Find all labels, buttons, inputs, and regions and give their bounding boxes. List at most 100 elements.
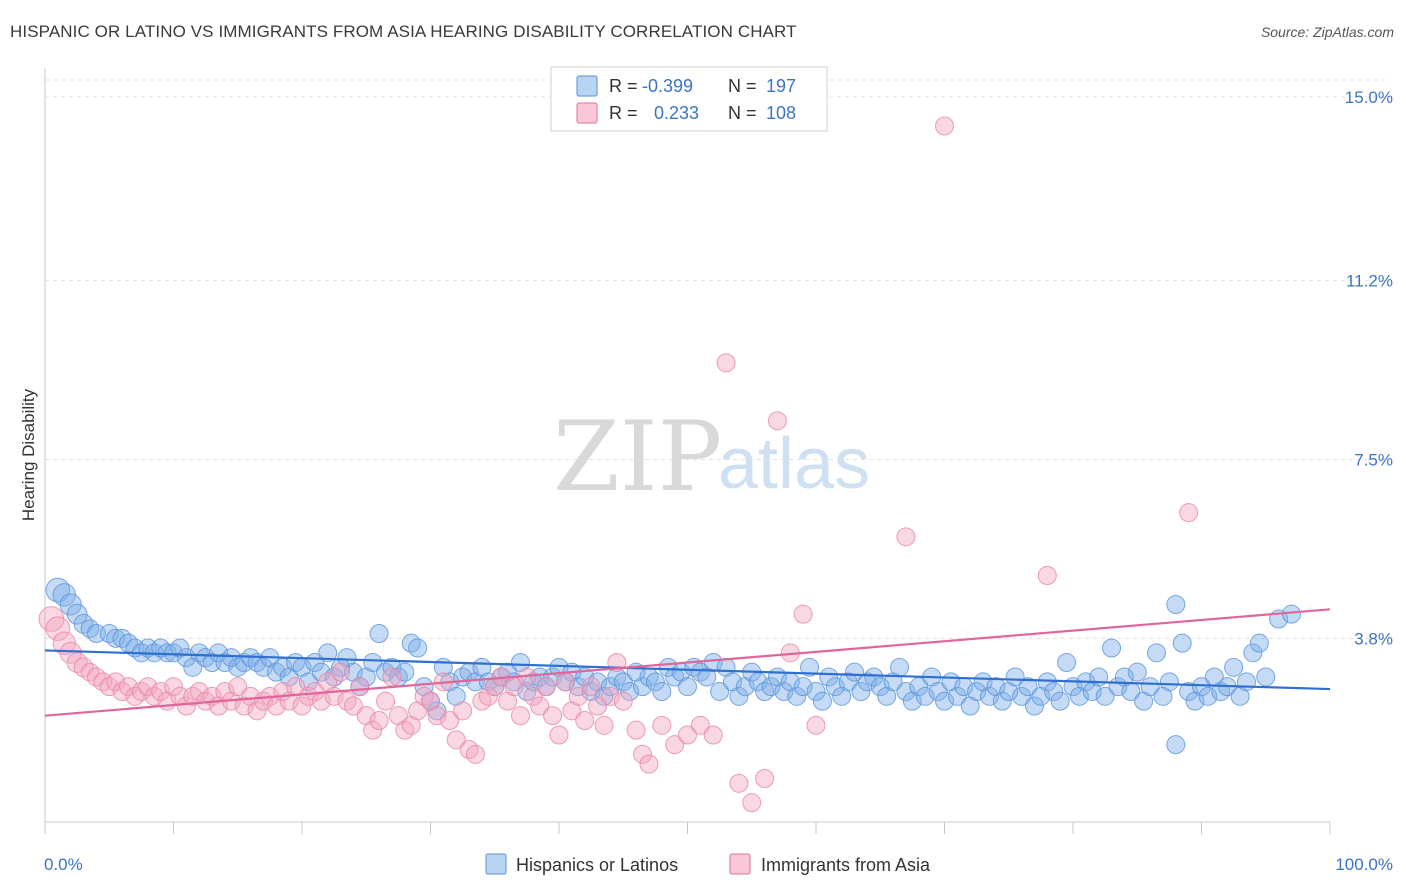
point-asia-22: [183, 686, 203, 706]
point-asia-96: [690, 715, 710, 735]
point-hispanic-18: [170, 638, 190, 658]
point-hispanic-118: [812, 691, 832, 711]
point-asia-54: [388, 706, 408, 726]
point-asia-43: [318, 672, 338, 692]
point-asia-93: [652, 715, 672, 735]
point-hispanic-165: [1114, 667, 1134, 687]
point-asia-16: [144, 686, 164, 706]
point-hispanic-87: [613, 672, 633, 692]
point-hispanic-40: [311, 662, 331, 682]
point-hispanic-155: [1050, 691, 1070, 711]
point-hispanic-92: [645, 672, 665, 692]
point-hispanic-124: [851, 682, 871, 701]
point-hispanic-9: [112, 628, 132, 648]
point-hispanic-53: [395, 662, 415, 682]
point-hispanic-134: [915, 686, 935, 706]
point-asia-84: [581, 677, 601, 697]
point-hispanic-151: [1024, 696, 1044, 716]
point-hispanic-100: [697, 667, 717, 687]
point-hispanic-185: [1243, 643, 1263, 663]
point-hispanic-142: [967, 682, 987, 701]
point-hispanic-50: [376, 662, 396, 682]
bottom-legend: Hispanics or Latinos Immigrants from Asi…: [485, 853, 931, 875]
point-hispanic-149: [1012, 686, 1032, 706]
point-hispanic-163: [1102, 638, 1122, 658]
point-hispanic-115: [793, 677, 813, 697]
point-hispanic-27: [228, 657, 248, 677]
point-hispanic-116: [800, 657, 820, 677]
point-asia-7: [86, 667, 106, 687]
point-hispanic-22: [196, 648, 216, 668]
point-hispanic-105: [729, 686, 749, 706]
point-hispanic-176: [1185, 691, 1205, 711]
point-asia-97: [703, 725, 723, 745]
point-asia-102: [767, 411, 787, 431]
bottom-legend-label-hispanic: Hispanics or Latinos: [516, 855, 678, 875]
watermark-zip: ZIP: [553, 401, 722, 513]
point-hispanic-47: [356, 667, 376, 687]
point-hispanic-31: [253, 657, 273, 677]
chart-title: HISPANIC OR LATINO VS IMMIGRANTS FROM AS…: [10, 22, 797, 41]
point-hispanic-167: [1127, 662, 1147, 682]
point-hispanic-177: [1192, 677, 1211, 697]
bottom-legend-label-asia: Immigrants from Asia: [761, 855, 931, 875]
point-hispanic-24: [208, 643, 228, 663]
point-asia-1: [45, 616, 71, 641]
point-hispanic-147: [999, 682, 1019, 701]
point-hispanic-127: [870, 677, 890, 697]
point-asia-56: [401, 715, 421, 735]
point-asia-77: [536, 677, 556, 697]
point-asia-60: [427, 706, 447, 726]
point-asia-3: [59, 641, 82, 664]
point-hispanic-171: [1153, 686, 1173, 706]
point-hispanic-55: [408, 638, 428, 658]
point-hispanic-132: [902, 691, 922, 711]
point-hispanic-38: [298, 672, 318, 692]
point-asia-19: [164, 677, 183, 697]
point-hispanic-61: [446, 686, 466, 706]
bottom-legend-swatch-hispanic: [485, 853, 507, 875]
point-hispanic-143: [973, 672, 993, 692]
point-hispanic-189: [1281, 604, 1301, 624]
series-hispanic: [45, 577, 1301, 755]
point-asia-31: [241, 686, 261, 706]
point-hispanic-174: [1172, 633, 1192, 653]
point-hispanic-145: [986, 677, 1006, 697]
point-hispanic-152: [1031, 686, 1051, 706]
legend-row-hispanic: R = -0.399 N = 197: [576, 75, 796, 97]
point-asia-107: [935, 116, 954, 136]
point-hispanic-186: [1249, 633, 1269, 653]
point-hispanic-178: [1198, 686, 1218, 706]
point-hispanic-84: [594, 686, 614, 706]
point-hispanic-56: [414, 677, 434, 697]
point-hispanic-170: [1147, 643, 1167, 663]
point-asia-51: [369, 711, 389, 730]
point-hispanic-21: [189, 643, 209, 663]
point-hispanic-150: [1018, 677, 1038, 697]
point-asia-39: [292, 696, 312, 716]
point-hispanic-169: [1140, 677, 1160, 697]
point-asia-89: [613, 691, 633, 711]
point-asia-52: [376, 691, 396, 711]
point-hispanic-162: [1095, 686, 1115, 706]
bottom-legend-swatch-asia: [729, 853, 751, 875]
point-hispanic-158: [1069, 686, 1089, 706]
point-hispanic-131: [896, 682, 916, 701]
watermark: ZIP atlas: [553, 401, 870, 513]
point-hispanic-172: [1159, 672, 1179, 692]
point-hispanic-8: [106, 628, 126, 648]
point-hispanic-121: [832, 686, 852, 706]
point-hispanic-168: [1134, 691, 1154, 711]
point-asia-91: [633, 744, 653, 764]
point-hispanic-187: [1256, 667, 1276, 687]
point-hispanic-15: [151, 638, 171, 658]
point-hispanic-90: [633, 677, 653, 697]
point-hispanic-97: [678, 677, 697, 697]
point-hispanic-26: [221, 648, 241, 668]
point-hispanic-73: [523, 672, 543, 692]
point-hispanic-49: [369, 624, 389, 643]
point-asia-87: [600, 686, 620, 706]
point-hispanic-66: [478, 672, 498, 692]
legend-r-label-hispanic: R =: [609, 76, 638, 96]
legend-n-value-asia: 108: [766, 103, 796, 123]
